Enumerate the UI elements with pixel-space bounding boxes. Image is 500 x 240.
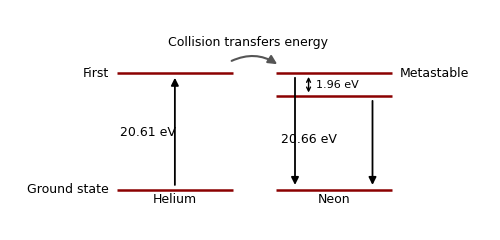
Text: Helium: Helium <box>153 193 197 206</box>
Text: Metastable: Metastable <box>400 67 469 80</box>
Text: Ground state: Ground state <box>27 183 109 196</box>
Text: 20.66 eV: 20.66 eV <box>280 133 336 146</box>
Text: Neon: Neon <box>318 193 350 206</box>
Text: Collision transfers energy: Collision transfers energy <box>168 36 328 49</box>
Text: 1.96 eV: 1.96 eV <box>316 80 359 90</box>
Text: 20.61 eV: 20.61 eV <box>120 126 176 139</box>
Text: First: First <box>83 67 109 80</box>
